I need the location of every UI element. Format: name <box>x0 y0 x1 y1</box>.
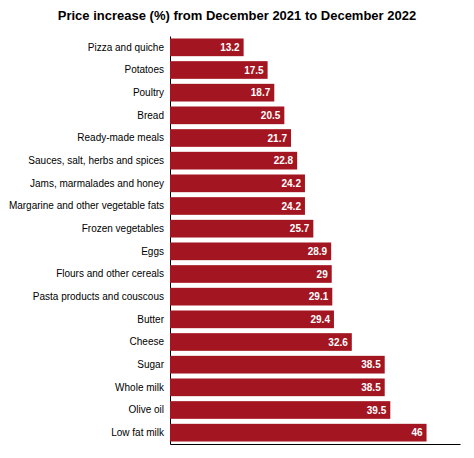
data-labels: 13.2 17.5 18.7 20.5 21.7 22.8 24.2 24.2 25.7 28.9… <box>220 42 423 438</box>
data-label: 13.2 <box>220 42 240 53</box>
y-tick: Sugar <box>137 359 164 370</box>
y-tick: Low fat milk <box>111 427 165 438</box>
y-tick-label: Poultry <box>133 87 164 98</box>
data-label: 46 <box>411 427 423 438</box>
y-tick: Pizza and quiche <box>88 42 165 53</box>
bar <box>170 401 390 419</box>
y-tick: Margarine and other vegetable fats <box>9 200 164 211</box>
data-label: 32.6 <box>328 337 348 348</box>
y-tick: Potatoes <box>125 64 164 75</box>
x-axis <box>171 444 461 445</box>
y-tick-label: Bread <box>137 110 164 121</box>
bar <box>170 61 268 79</box>
bar <box>170 129 291 147</box>
y-tick-label: Sugar <box>137 359 164 370</box>
y-tick: Frozen vegetables <box>82 223 164 234</box>
data-label: 29 <box>317 269 329 280</box>
data-label: 38.5 <box>361 359 381 370</box>
data-label: 29.4 <box>310 314 330 325</box>
bar <box>170 197 305 215</box>
data-label: 20.5 <box>261 110 281 121</box>
y-tick-label: Jams, marmalades and honey <box>30 178 164 189</box>
y-tick: Ready-made meals <box>77 132 164 143</box>
data-label: 25.7 <box>290 223 310 234</box>
bar <box>170 378 385 396</box>
bar <box>170 424 427 442</box>
bar <box>170 333 352 351</box>
y-tick-label: Ready-made meals <box>77 132 164 143</box>
y-tick-label: Cheese <box>130 336 165 347</box>
bar <box>170 242 331 260</box>
y-tick: Bread <box>137 110 164 121</box>
y-tick: Cheese <box>130 336 165 347</box>
data-label: 17.5 <box>244 65 264 76</box>
bar <box>170 265 332 283</box>
y-tick: Poultry <box>133 87 164 98</box>
data-label: 39.5 <box>367 405 387 416</box>
data-label: 38.5 <box>361 382 381 393</box>
bars <box>170 38 427 441</box>
bar <box>170 310 334 328</box>
bar <box>170 220 313 238</box>
bar <box>170 106 284 124</box>
y-tick: Sauces, salt, herbs and spices <box>28 155 164 166</box>
y-tick: Eggs <box>141 246 164 257</box>
y-tick-label: Olive oil <box>128 404 164 415</box>
data-label: 29.1 <box>309 291 329 302</box>
y-tick: Olive oil <box>128 404 164 415</box>
y-tick-label: Pizza and quiche <box>88 42 165 53</box>
y-tick: Whole milk <box>115 382 165 393</box>
data-label: 18.7 <box>251 87 271 98</box>
y-tick-label: Potatoes <box>125 64 164 75</box>
y-tick-label: Eggs <box>141 246 164 257</box>
data-label: 24.2 <box>281 178 301 189</box>
bar <box>170 288 332 306</box>
bar <box>170 356 385 374</box>
y-tick-label: Flours and other cereals <box>56 268 164 279</box>
y-tick-label: Whole milk <box>115 382 165 393</box>
y-tick-label: Frozen vegetables <box>82 223 164 234</box>
bar <box>170 84 274 102</box>
data-label: 28.9 <box>308 246 328 257</box>
y-tick-label: Low fat milk <box>111 427 165 438</box>
y-tick-label: Pasta products and couscous <box>33 291 164 302</box>
data-label: 24.2 <box>281 201 301 212</box>
y-tick-label: Butter <box>137 314 164 325</box>
y-tick-label: Sauces, salt, herbs and spices <box>28 155 164 166</box>
bar <box>170 152 297 170</box>
y-axis: Pizza and quiche Potatoes Poultry Bread Read… <box>9 37 171 445</box>
bar <box>170 174 305 192</box>
y-tick-label: Margarine and other vegetable fats <box>9 200 164 211</box>
y-tick: Butter <box>137 314 164 325</box>
y-tick: Jams, marmalades and honey <box>30 178 164 189</box>
y-tick: Flours and other cereals <box>56 268 164 279</box>
bar <box>170 38 244 56</box>
data-label: 21.7 <box>268 133 288 144</box>
data-label: 22.8 <box>274 155 294 166</box>
plot: Pizza and quiche Potatoes Poultry Bread Read… <box>9 37 461 445</box>
title: Price increase (%) from December 2021 to… <box>58 8 416 23</box>
y-tick: Pasta products and couscous <box>33 291 164 302</box>
x-axis-line <box>171 444 461 445</box>
chart: Price increase (%) from December 2021 to… <box>0 0 474 458</box>
